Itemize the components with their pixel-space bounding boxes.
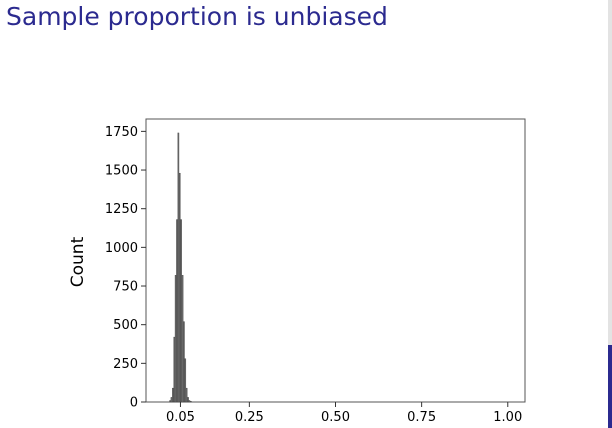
histogram-bar [177,132,180,403]
y-tick-label: 1000 [105,241,138,256]
x-tick-label: 0.05 [166,410,195,425]
plot-area-frame [145,118,526,403]
y-tick-label: 1250 [105,202,138,217]
histogram-bar [178,172,181,403]
y-tick-label: 1500 [105,164,138,179]
y-tick-label: 0 [130,396,138,411]
histogram-bar [185,387,188,403]
y-tick-label: 250 [113,357,138,372]
histogram-bar [180,219,182,403]
histogram-bar [170,397,173,403]
histogram-bar [181,275,184,403]
histogram-bar [184,358,187,403]
x-tick-label: 1.00 [493,410,522,425]
x-tick-label: 0.50 [321,410,350,425]
right-edge-accent [608,345,612,428]
y-tick-label: 750 [113,280,138,295]
histogram-bar [169,400,171,403]
histogram-bar [187,397,189,403]
histogram-bar [173,336,176,403]
histogram-bar [188,400,191,403]
y-axis-ticks: 0 250 500 750 1000 1250 1500 1750 [105,125,146,411]
histogram-bar [190,401,192,403]
right-edge-scrollbar [608,0,612,428]
x-axis-ticks: 0.05 0.25 0.50 0.75 1.00 [166,402,522,425]
y-tick-label: 500 [113,318,138,333]
histogram-bar [174,275,177,403]
histogram-bars [169,132,192,403]
histogram-bar [176,219,178,403]
x-tick-label: 0.25 [235,410,264,425]
y-tick-label: 1750 [105,125,138,140]
y-axis-label: Count [68,236,88,287]
histogram-bar [172,387,174,403]
slide-title: Sample proportion is unbiased [6,2,388,31]
x-tick-label: 0.75 [407,410,436,425]
histogram-bar [183,321,185,403]
